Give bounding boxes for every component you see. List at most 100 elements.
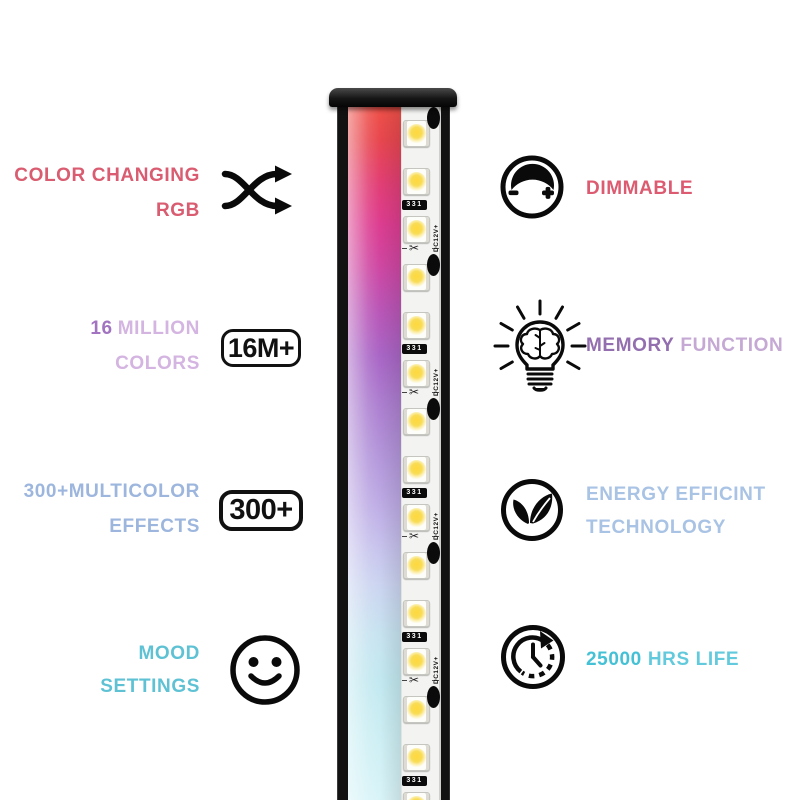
led-chip: [407, 700, 426, 719]
led-chip: [407, 796, 426, 800]
chip-id-label: 331: [402, 488, 427, 498]
dimmer-icon-svg: [500, 155, 564, 219]
clock-history-icon: [500, 624, 566, 695]
feature-accent: 16: [90, 318, 113, 339]
dimmer-icon: [499, 154, 565, 225]
feature-line: EFFECTS: [109, 516, 200, 537]
led-chip: [407, 460, 426, 479]
cut-dash: [432, 679, 439, 681]
chip-id-label: 331: [402, 632, 427, 642]
feature-accent: 25000: [586, 649, 642, 670]
feature-line: RGB: [155, 200, 200, 221]
chip-id-label: 331: [402, 200, 427, 210]
led-chip: [407, 268, 426, 287]
feature-line: COLOR CHANGING: [14, 165, 200, 186]
feature-line-rest: HRS LIFE: [647, 649, 740, 670]
led-module: [403, 408, 430, 435]
cut-line: ✂: [402, 240, 439, 256]
feature-word: MEMORY: [586, 335, 675, 356]
feature-line: ENERGY EFFICINT: [586, 484, 766, 505]
led-module: [403, 648, 430, 675]
cut-dash: [432, 535, 439, 537]
led-chip: [407, 748, 426, 767]
wire-hole: [427, 254, 440, 276]
feature-16-million-colors: 16 MILLION COLORS: [0, 311, 200, 381]
feature-color-changing-rgb: COLOR CHANGING RGB: [0, 158, 200, 228]
feature-line: MEMORY FUNCTION: [586, 328, 783, 363]
voltage-label: DC12V+: [433, 368, 440, 396]
led-chip: [407, 220, 426, 239]
cut-line: ✂: [402, 528, 439, 544]
led-chip: [407, 556, 426, 575]
feature-line: 300+MULTICOLOR: [23, 481, 200, 502]
led-chip: [407, 364, 426, 383]
led-chip: [407, 124, 426, 143]
chip-id-label: 331: [402, 344, 427, 354]
wire-hole: [427, 107, 440, 129]
feature-line: TECHNOLOGY: [586, 517, 727, 538]
scissors-icon: ✂: [409, 385, 420, 399]
memory-icon-svg: [493, 299, 587, 392]
feature-25000-hrs-life: 25000 HRS LIFE: [586, 642, 739, 677]
voltage-label: DC12V+: [433, 656, 440, 684]
cut-dash: [402, 679, 407, 681]
feature-line: COLORS: [115, 353, 200, 374]
feature-memory-function: MEMORY FUNCTION: [586, 328, 783, 363]
voltage-label: DC12V+: [433, 512, 440, 540]
led-chip: [407, 316, 426, 335]
scissors-icon: ✂: [409, 673, 420, 687]
cut-line: ✂: [402, 384, 439, 400]
feature-line: 25000 HRS LIFE: [586, 642, 739, 677]
led-module: [403, 120, 430, 147]
led-module: [403, 744, 430, 771]
led-chip: [407, 172, 426, 191]
rgb-gradient-panel: [348, 106, 401, 800]
feature-line: 16 MILLION: [0, 311, 200, 346]
led-module: [403, 312, 430, 339]
led-tube: 331 DC12V+ ✂ 331 DC12V+ ✂ 331 DC12V+ ✂ 331 DC12V+ ✂…: [337, 106, 450, 800]
led-module: [403, 600, 430, 627]
cut-dash: [402, 247, 407, 249]
led-module: [403, 792, 430, 800]
led-module: [403, 456, 430, 483]
cut-dash: [432, 391, 439, 393]
led-chip: [407, 652, 426, 671]
scissors-icon: ✂: [409, 241, 420, 255]
led-module: [403, 168, 430, 195]
feature-line: SETTINGS: [100, 676, 200, 697]
shuffle-icon-svg: [221, 165, 292, 215]
wire-hole: [427, 542, 440, 564]
feature-line-rest: MILLION: [117, 318, 200, 339]
led-chip: [407, 508, 426, 527]
led-module: [403, 216, 430, 243]
feature-energy-efficient: ENERGY EFFICINT TECHNOLOGY: [586, 478, 766, 544]
cut-dash: [402, 535, 407, 537]
led-chip: [407, 604, 426, 623]
scissors-icon: ✂: [409, 529, 420, 543]
led-chip: [407, 412, 426, 431]
shuffle-icon: [220, 156, 294, 229]
tube-cap: [329, 88, 457, 107]
led-module: [403, 696, 430, 723]
feature-line: DIMMABLE: [586, 178, 694, 199]
smiley-icon: [227, 632, 303, 713]
wire-hole: [427, 686, 440, 708]
energy-leaf-icon: [500, 478, 564, 547]
led-module: [403, 264, 430, 291]
led-module: [403, 360, 430, 387]
feature-dimmable: DIMMABLE: [586, 171, 693, 206]
clock-icon-svg: [501, 625, 565, 689]
feature-300-multicolor-effects: 300+MULTICOLOR EFFECTS: [0, 474, 200, 544]
cut-line: ✂: [402, 672, 439, 688]
badge-16m-plus: 16M+: [221, 329, 301, 367]
voltage-label: DC12V+: [433, 224, 440, 252]
smiley-icon-svg: [230, 635, 300, 705]
feature-line: MOOD: [138, 643, 200, 664]
led-strip: 331 DC12V+ ✂ 331 DC12V+ ✂ 331 DC12V+ ✂ 331 DC12V+ ✂…: [401, 106, 441, 800]
cut-dash: [402, 391, 407, 393]
wire-hole: [427, 398, 440, 420]
voltage-label: DC12V+: [433, 782, 441, 800]
memory-brain-bulb-icon: [492, 298, 588, 401]
feature-word: FUNCTION: [680, 335, 784, 356]
